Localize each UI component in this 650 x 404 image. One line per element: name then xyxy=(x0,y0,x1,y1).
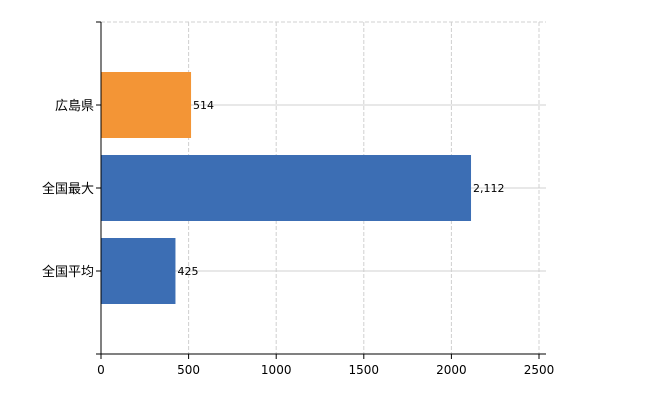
x-tick-label: 2500 xyxy=(524,363,555,377)
data-label: 425 xyxy=(177,265,198,278)
bar xyxy=(101,72,192,138)
x-tick-label: 1500 xyxy=(349,363,380,377)
bar xyxy=(101,238,176,304)
category-label: 広島県 xyxy=(55,99,94,114)
category-label: 全国平均 xyxy=(42,264,94,280)
x-tick-label: 2000 xyxy=(436,363,467,377)
x-tick-label: 500 xyxy=(177,363,200,377)
bar xyxy=(101,155,472,221)
category-label: 全国最大 xyxy=(42,181,94,197)
data-label: 2,112 xyxy=(473,182,505,195)
data-label: 514 xyxy=(193,99,214,112)
x-tick-label: 0 xyxy=(97,363,105,377)
x-tick-label: 1000 xyxy=(261,363,292,377)
